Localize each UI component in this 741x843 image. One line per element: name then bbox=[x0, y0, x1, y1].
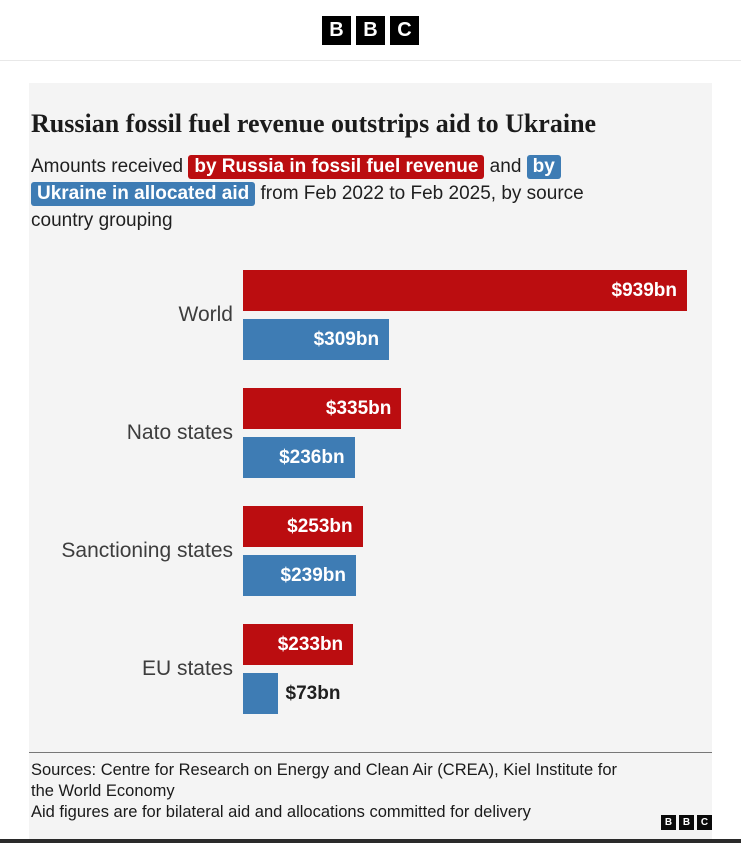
chart-row-eu-states: EU states $233bn $73bn bbox=[31, 624, 712, 714]
bbc-logo-letter: C bbox=[390, 15, 419, 45]
sources-line: Sources: Centre for Research on Energy a… bbox=[31, 761, 618, 779]
bottom-cutoff-band bbox=[0, 839, 741, 843]
subtitle-text: from Feb 2022 to Feb 2025, by source bbox=[255, 183, 584, 204]
subtitle-text: country grouping bbox=[31, 210, 173, 231]
russia-revenue-bar: $335bn bbox=[243, 388, 402, 429]
ukraine-highlight: Ukraine in allocated aid bbox=[31, 182, 256, 206]
bar-chart: World $939bn $309bn Nato states $335bn bbox=[31, 270, 712, 714]
bar-value-label: $939bn bbox=[611, 279, 677, 301]
category-label: World bbox=[178, 303, 233, 326]
ukraine-aid-bar: $309bn bbox=[243, 319, 390, 360]
chart-title: Russian fossil fuel revenue outstrips ai… bbox=[31, 109, 597, 138]
bbc-logo-letter: B bbox=[661, 815, 676, 830]
bar-value-label: $253bn bbox=[287, 515, 353, 537]
bar-pair: $335bn $236bn bbox=[243, 388, 687, 478]
chart-row-sanctioning-states: Sanctioning states $253bn $239bn bbox=[31, 506, 712, 596]
ukraine-aid-bar: $73bn bbox=[243, 673, 340, 714]
category-label: EU states bbox=[141, 657, 233, 680]
bbc-logo-letter: B bbox=[322, 15, 351, 45]
russia-highlight: by Russia in fossil fuel revenue bbox=[188, 155, 485, 179]
category-label: Nato states bbox=[126, 421, 233, 444]
bar-value-label: $309bn bbox=[313, 328, 380, 350]
site-header: B B C bbox=[0, 0, 741, 61]
bbc-logo: B B C bbox=[322, 15, 419, 45]
bbc-logo-letter: B bbox=[679, 815, 694, 830]
category-label: Sanctioning states bbox=[61, 539, 233, 562]
subtitle-text: Amounts received bbox=[31, 156, 189, 177]
chart-row-world: World $939bn $309bn bbox=[31, 270, 712, 360]
russia-revenue-bar: $939bn bbox=[243, 270, 687, 311]
sources-text: Sources: Centre for Research on Energy a… bbox=[31, 760, 681, 802]
bar-value-label: $73bn bbox=[285, 682, 341, 704]
ukraine-highlight: by bbox=[526, 155, 561, 179]
bbc-logo-letter: C bbox=[697, 815, 712, 830]
footer-divider bbox=[29, 752, 712, 753]
chart-subtitle: Amounts received by Russia in fossil fue… bbox=[31, 153, 691, 234]
bar-value-label: $335bn bbox=[325, 397, 392, 419]
bar-pair: $253bn $239bn bbox=[243, 506, 687, 596]
russia-revenue-bar: $233bn bbox=[243, 624, 354, 665]
ukraine-aid-bar: $236bn bbox=[243, 437, 355, 478]
subtitle-text: and bbox=[484, 156, 527, 177]
russia-revenue-bar: $253bn bbox=[243, 506, 363, 547]
chart-row-nato-states: Nato states $335bn $236bn bbox=[31, 388, 712, 478]
chart-card: Russian fossil fuel revenue outstrips ai… bbox=[29, 83, 712, 843]
bar-pair: $939bn $309bn bbox=[243, 270, 687, 360]
ukraine-aid-bar: $239bn bbox=[243, 555, 356, 596]
bar-value-label: $233bn bbox=[277, 633, 344, 655]
bar-pair: $233bn $73bn bbox=[243, 624, 687, 714]
footer-bbc-logo: B B C bbox=[661, 815, 712, 830]
bar-value-label: $236bn bbox=[279, 446, 345, 468]
footnote-text-clipped: Aid figures are for bilateral aid and al… bbox=[31, 803, 531, 821]
sources-line: the World Economy bbox=[31, 782, 175, 800]
bar-value-label: $239bn bbox=[280, 564, 346, 586]
bbc-logo-letter: B bbox=[356, 15, 385, 45]
